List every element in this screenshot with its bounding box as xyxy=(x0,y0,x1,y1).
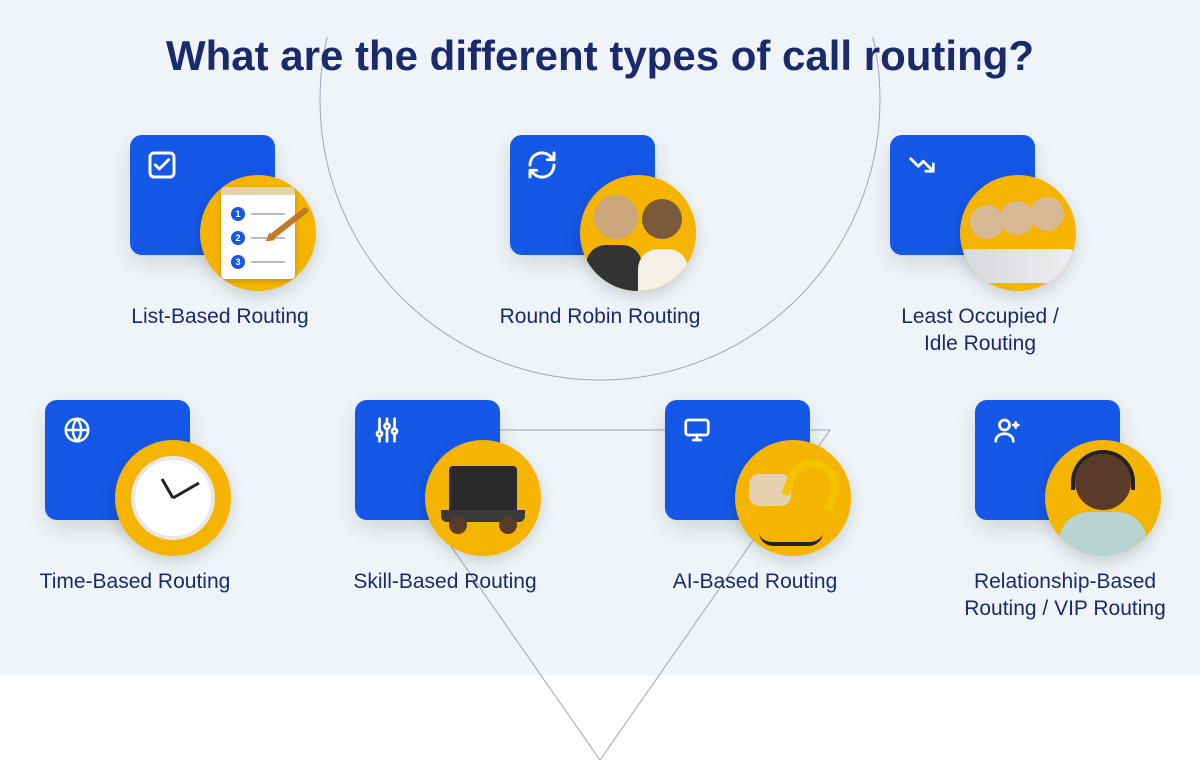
circle-illustration-clock xyxy=(115,440,231,556)
card-time-based: Time-Based Routing xyxy=(5,400,265,623)
tile-wrap xyxy=(510,135,690,285)
circle-illustration-headset-agent xyxy=(1045,440,1161,556)
card-skill-based: Skill-Based Routing xyxy=(315,400,575,623)
monitor-icon xyxy=(679,412,715,448)
card-label: Time-Based Routing xyxy=(40,568,231,595)
card-round-robin: Round Robin Routing xyxy=(470,135,730,358)
cards-row-1: 123 List-Based Routing Round Robin Routi… xyxy=(0,135,1200,358)
cards-row-2: Time-Based Routing Skill-Based Routing xyxy=(0,400,1200,623)
tile-wrap xyxy=(45,400,225,550)
sliders-icon xyxy=(369,412,405,448)
page-title: What are the different types of call rou… xyxy=(0,32,1200,80)
tile-wrap xyxy=(355,400,535,550)
tile-wrap xyxy=(890,135,1070,285)
circle-illustration-phone xyxy=(735,440,851,556)
trend-down-icon xyxy=(904,147,940,183)
card-label: List-Based Routing xyxy=(131,303,308,330)
circle-illustration-two-people xyxy=(580,175,696,291)
circle-illustration-notepad: 123 xyxy=(200,175,316,291)
tile-wrap xyxy=(975,400,1155,550)
card-ai-based: AI-Based Routing xyxy=(625,400,885,623)
deco-triangle xyxy=(0,0,1200,760)
card-label: Skill-Based Routing xyxy=(353,568,536,595)
card-label: Least Occupied / Idle Routing xyxy=(901,303,1059,358)
globe-icon xyxy=(59,412,95,448)
card-label: Round Robin Routing xyxy=(500,303,701,330)
tile-wrap xyxy=(665,400,845,550)
card-least-occupied: Least Occupied / Idle Routing xyxy=(850,135,1110,358)
circle-illustration-laptop xyxy=(425,440,541,556)
card-label: Relationship-Based Routing / VIP Routing xyxy=(964,568,1166,623)
checkbox-icon xyxy=(144,147,180,183)
card-relationship-based: Relationship-Based Routing / VIP Routing xyxy=(935,400,1195,623)
person-icon xyxy=(989,412,1025,448)
tile-wrap: 123 xyxy=(130,135,310,285)
card-list-based: 123 List-Based Routing xyxy=(90,135,350,358)
refresh-icon xyxy=(524,147,560,183)
circle-illustration-agents xyxy=(960,175,1076,291)
card-label: AI-Based Routing xyxy=(673,568,838,595)
